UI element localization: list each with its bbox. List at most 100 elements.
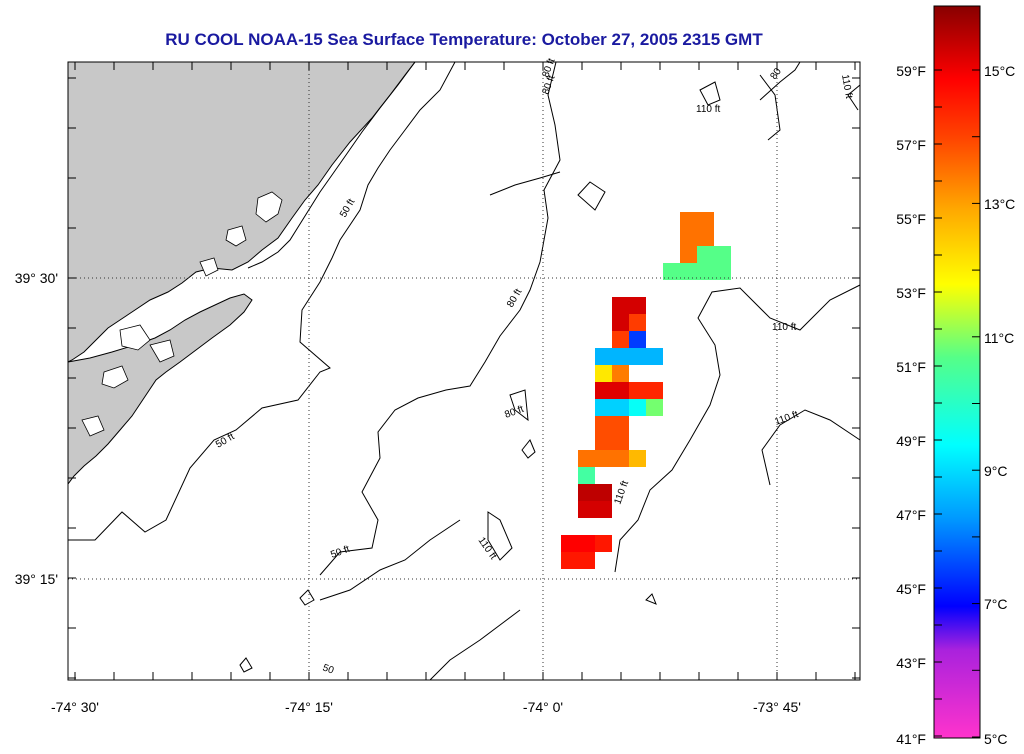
x-tick-label: -74° 15' (285, 699, 333, 715)
sst-cell (578, 484, 595, 501)
sst-cell (629, 399, 646, 416)
sst-cell (697, 212, 714, 229)
contour-small-c (521, 439, 536, 459)
sst-cell (697, 246, 714, 263)
sst-cell (680, 263, 697, 280)
sst-cell (612, 382, 629, 399)
sst-cell (595, 501, 612, 518)
sst-cell (629, 450, 646, 467)
contour-110ft-e (761, 409, 861, 486)
x-tick-label: -73° 45' (753, 699, 801, 715)
sst-cell (595, 450, 612, 467)
map-ticks (68, 62, 860, 680)
sst-cell (561, 552, 578, 569)
sst-cell (646, 382, 663, 399)
fahrenheit-label: 45°F (896, 581, 926, 597)
sst-cell (612, 399, 629, 416)
map-frame (67, 61, 861, 681)
contour-label: 110 ft (839, 74, 854, 100)
sst-cells (561, 212, 731, 569)
fahrenheit-label: 51°F (896, 359, 926, 375)
contour-label: 110 ft (772, 322, 796, 333)
colorbar (933, 5, 981, 739)
celsius-label: 7°C (984, 596, 1008, 612)
colorbar-celsius-labels: 15°C 13°C 11°C 9°C 7°C 5°C (984, 63, 1015, 747)
colorbar-fahrenheit-labels: 59°F 57°F 55°F 53°F 51°F 49°F 47°F 45°F … (896, 63, 926, 747)
sst-cell (612, 348, 629, 365)
sst-cell (595, 382, 612, 399)
sst-cell (578, 535, 595, 552)
land-mass (67, 61, 417, 486)
sst-cell (595, 484, 612, 501)
sst-cell (578, 467, 595, 484)
contour-small-f (645, 593, 657, 605)
y-tick-label: 39° 30' (15, 270, 58, 286)
sst-cell (578, 450, 595, 467)
celsius-label: 15°C (984, 63, 1015, 79)
sst-cell (595, 399, 612, 416)
sst-cell (680, 212, 697, 229)
sst-cell (595, 535, 612, 552)
sst-cell (697, 229, 714, 246)
sst-cell (578, 501, 595, 518)
inlet-islands (81, 191, 283, 437)
celsius-label: 5°C (984, 731, 1008, 747)
sst-cell (680, 229, 697, 246)
contour-110ft-b (699, 81, 721, 106)
sst-cell (663, 263, 680, 280)
celsius-label: 11°C (984, 330, 1014, 346)
sst-cell (612, 450, 629, 467)
land-polygon (67, 61, 417, 363)
sst-cell (595, 416, 612, 433)
y-axis-labels: 39° 30' 39° 15' (15, 270, 58, 587)
x-tick-label: -74° 0' (523, 699, 563, 715)
sst-cell (612, 297, 629, 314)
sst-cell (612, 314, 629, 331)
contour-small-a (577, 181, 606, 211)
contour-110ft-d (847, 84, 861, 111)
contour-80ft-c (489, 171, 561, 196)
sst-cell (629, 297, 646, 314)
contour-80ft (319, 61, 561, 576)
colorbar-ticks (934, 69, 980, 738)
contour-label: 50 (321, 662, 336, 676)
contour-50ft-b (319, 519, 461, 601)
fahrenheit-label: 49°F (896, 433, 926, 449)
contour-small-d (299, 589, 315, 606)
barrier-island (247, 61, 416, 269)
x-axis-labels: -74° 30' -74° 15' -74° 0' -73° 45' (51, 699, 801, 715)
fahrenheit-label: 41°F (896, 731, 926, 747)
sst-cell (578, 552, 595, 569)
celsius-label: 13°C (984, 196, 1015, 212)
fahrenheit-label: 53°F (896, 285, 926, 301)
sst-cell (561, 535, 578, 552)
contour-small-b (509, 389, 529, 422)
sst-cell (612, 365, 629, 382)
sst-cell (629, 331, 646, 348)
x-tick-label: -74° 30' (51, 699, 99, 715)
sst-cell (595, 365, 612, 382)
contour-50ft (68, 61, 456, 541)
celsius-label: 9°C (984, 463, 1008, 479)
fahrenheit-label: 43°F (896, 655, 926, 671)
contour-110ft-c (759, 61, 801, 101)
sst-cell (646, 348, 663, 365)
sst-cell (629, 314, 646, 331)
sst-cell (629, 348, 646, 365)
contour-110ft (614, 284, 861, 573)
depth-contours (68, 61, 861, 681)
contour-110ft-f (487, 511, 513, 561)
contour-right-top (759, 74, 781, 141)
sst-cell (714, 263, 731, 280)
sst-cell (595, 348, 612, 365)
land-polygon-lower (67, 293, 253, 486)
y-tick-label: 39° 15' (15, 571, 58, 587)
sst-cell (612, 331, 629, 348)
graticule (68, 62, 860, 680)
sst-cell (612, 416, 629, 433)
map-title: RU COOL NOAA-15 Sea Surface Temperature:… (165, 30, 763, 49)
fahrenheit-label: 59°F (896, 63, 926, 79)
sst-cell (714, 246, 731, 263)
fahrenheit-label: 55°F (896, 211, 926, 227)
